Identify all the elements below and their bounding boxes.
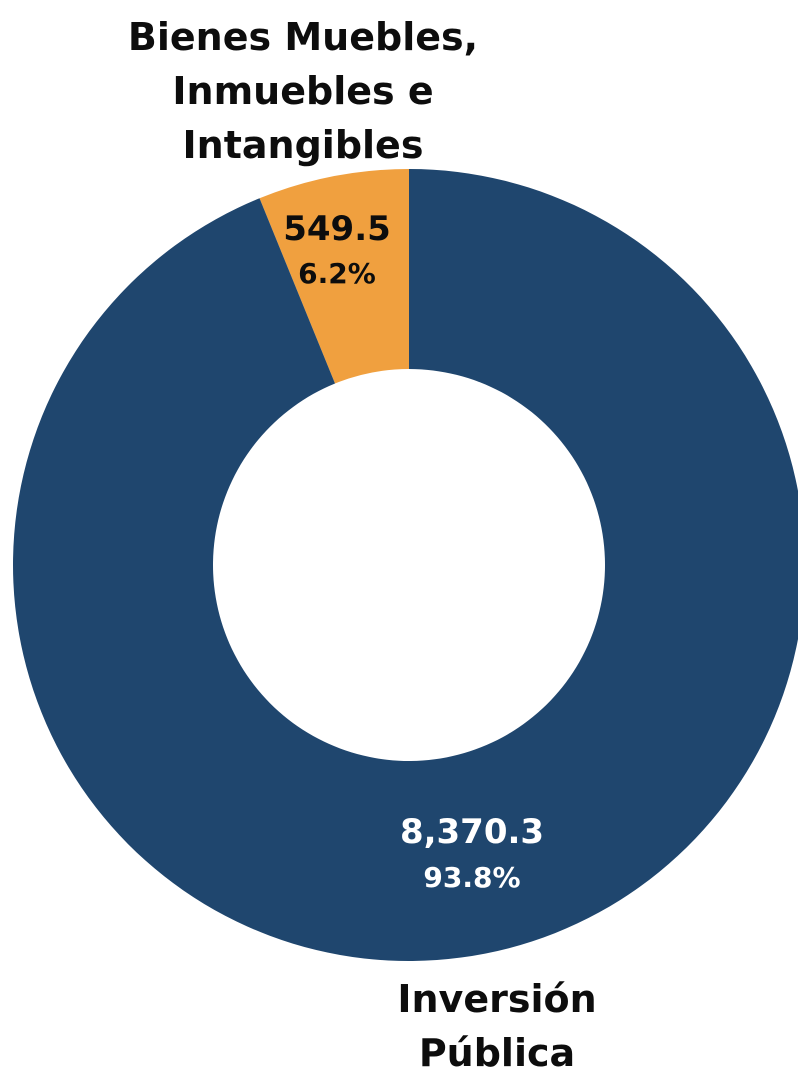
category-label-bienes-muebles: Bienes Muebles, [128,15,478,59]
category-label-bienes-muebles: Intangibles [183,123,424,167]
slice-inversion-publica [13,169,798,961]
category-label-inversion-publica: Inversión [397,977,596,1021]
percent-label-inversion-publica: 93.8% [423,861,520,894]
value-label-inversion-publica: 8,370.3 [400,812,544,852]
category-label-inversion-publica: Pública [419,1031,575,1071]
slice-bienes-muebles [259,169,409,384]
value-label-bienes-muebles: 549.5 [283,209,391,249]
percent-label-bienes-muebles: 6.2% [298,257,376,290]
category-label-bienes-muebles: Inmuebles e [172,69,433,113]
